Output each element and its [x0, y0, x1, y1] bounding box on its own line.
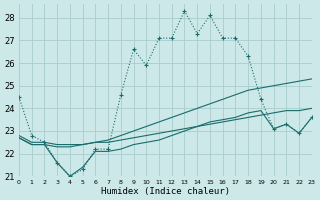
- X-axis label: Humidex (Indice chaleur): Humidex (Indice chaleur): [101, 187, 230, 196]
